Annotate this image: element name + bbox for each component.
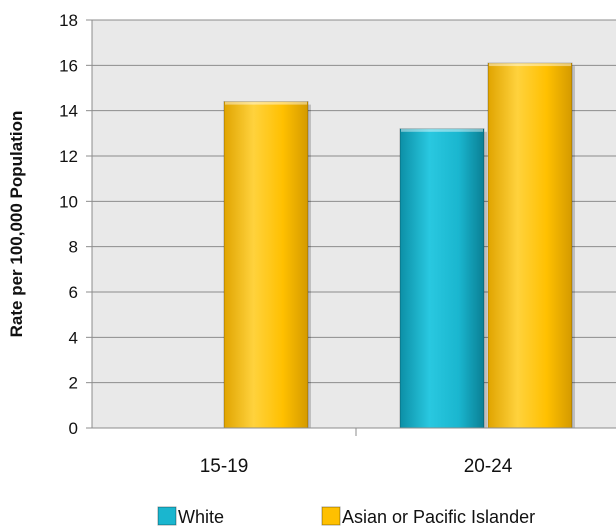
y-tick-label: 18 <box>59 11 78 30</box>
y-tick-label: 14 <box>59 102 78 121</box>
y-tick-label: 12 <box>59 147 78 166</box>
bar-asian-or-pacific-islander-20-24 <box>487 62 573 429</box>
axes: 0 2 4 6 8 10 12 14 16 18 15-19 20-24 <box>59 11 616 477</box>
x-category-label: 15-19 <box>200 456 249 477</box>
bar-white-20-24 <box>399 128 485 429</box>
y-tick-label: 8 <box>69 238 78 257</box>
legend-label: White <box>178 507 224 527</box>
legend: White Asian or Pacific Islander <box>157 506 535 527</box>
x-category-label: 20-24 <box>464 456 513 477</box>
y-tick-label: 4 <box>69 328 78 347</box>
y-tick-label: 10 <box>59 192 78 211</box>
y-tick-label: 2 <box>69 374 78 393</box>
y-tick-label: 0 <box>69 419 78 438</box>
bar-highlight <box>401 128 483 132</box>
bars <box>223 62 575 429</box>
y-tick-label: 16 <box>59 56 78 75</box>
y-tick-label: 6 <box>69 283 78 302</box>
legend-label: Asian or Pacific Islander <box>342 507 535 527</box>
bar-highlight <box>225 101 307 105</box>
bar-highlight <box>489 63 571 67</box>
bar-asian-or-pacific-islander-15-19 <box>223 101 309 429</box>
y-axis-title: Rate per 100,000 Population <box>7 111 26 338</box>
legend-swatch <box>157 506 177 526</box>
legend-swatch <box>321 506 341 526</box>
